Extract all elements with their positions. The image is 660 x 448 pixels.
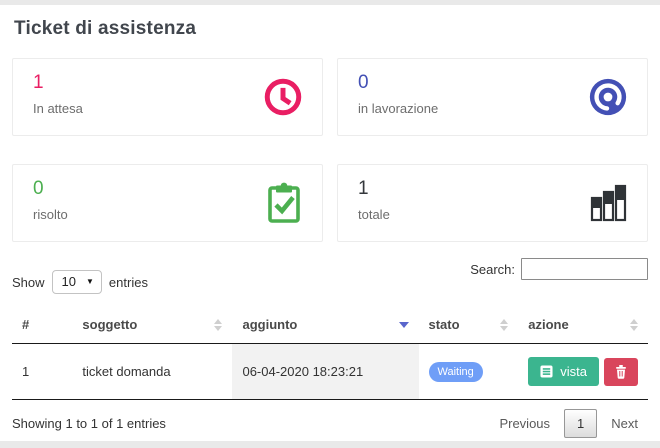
bar-chart-icon	[589, 183, 629, 223]
tickets-table: # soggetto aggiunto	[12, 308, 648, 400]
column-header-num[interactable]: #	[12, 308, 73, 344]
table-info: Showing 1 to 1 of 1 entries	[12, 416, 166, 431]
clock-icon	[262, 76, 304, 118]
column-header-azione-label: azione	[528, 317, 569, 332]
main-panel: Ticket di assistenza 1 In attesa 0 in la…	[12, 18, 648, 438]
card-totale: 1 totale	[337, 164, 648, 242]
status-badge: Waiting	[428, 361, 483, 382]
view-ticket-label: vista	[560, 364, 587, 379]
column-header-aggiunto-label: aggiunto	[242, 317, 298, 332]
card-in-attesa-value: 1	[33, 72, 44, 93]
card-in-attesa: 1 In attesa	[12, 58, 323, 136]
column-header-stato[interactable]: stato	[418, 308, 519, 344]
card-risolto-value: 0	[33, 178, 44, 199]
column-header-stato-label: stato	[428, 317, 460, 332]
list-icon	[540, 365, 553, 378]
current-page-button[interactable]: 1	[564, 409, 598, 438]
ticket-added-cell: 06-04-2020 18:23:21	[232, 343, 419, 400]
column-header-azione[interactable]: azione	[518, 308, 648, 344]
chevron-down-icon: ▼	[86, 277, 94, 286]
spinner-icon	[587, 76, 629, 118]
card-in-lavorazione-label: in lavorazione	[358, 101, 439, 116]
previous-page-button[interactable]: Previous	[499, 416, 551, 431]
sort-icons	[500, 318, 509, 331]
column-header-soggetto[interactable]: soggetto	[72, 308, 233, 344]
page-length-control: Show 10 ▼ entries	[12, 270, 148, 294]
next-page-button[interactable]: Next	[611, 416, 638, 431]
sort-icons	[630, 318, 638, 331]
trash-icon	[615, 364, 627, 379]
table-footer: Showing 1 to 1 of 1 entries Previous 1 N…	[12, 409, 648, 438]
table-controls: Show 10 ▼ entries Search:	[12, 256, 648, 294]
clipboard-check-icon	[264, 181, 304, 225]
card-in-lavorazione-value: 0	[358, 72, 369, 93]
card-totale-value: 1	[358, 178, 369, 199]
table-row: 1 ticket domanda 06-04-2020 18:23:21 Wai…	[12, 343, 648, 400]
entries-label: entries	[108, 274, 148, 290]
card-in-lavorazione: 0 in lavorazione	[337, 58, 648, 136]
card-risolto: 0 risolto	[12, 164, 323, 242]
sort-desc-icon	[398, 321, 409, 328]
show-label: Show	[12, 274, 45, 290]
column-header-num-label: #	[22, 317, 30, 332]
page-title: Ticket di assistenza	[14, 18, 197, 39]
search-control: Search:	[470, 258, 648, 280]
stat-cards: 1 In attesa 0 in lavorazione 0	[12, 58, 648, 242]
card-totale-label: totale	[358, 207, 390, 222]
page-top-edge	[0, 0, 660, 5]
card-risolto-label: risolto	[33, 207, 68, 222]
page-length-value: 10	[61, 274, 76, 289]
delete-ticket-button[interactable]	[604, 357, 638, 386]
search-input[interactable]	[521, 258, 648, 280]
search-label: Search:	[470, 261, 515, 277]
column-header-soggetto-label: soggetto	[82, 317, 138, 332]
ticket-actions-cell: vista	[518, 343, 648, 400]
view-ticket-button[interactable]: vista	[528, 357, 599, 386]
sort-icons	[214, 318, 223, 331]
pagination: Previous 1 Next	[489, 409, 648, 438]
ticket-number-cell: 1	[12, 343, 73, 400]
page-bottom-edge	[0, 441, 660, 448]
table-header-row: # soggetto aggiunto	[12, 308, 648, 344]
page-length-select[interactable]: 10 ▼	[51, 270, 102, 294]
ticket-status-cell: Waiting	[418, 343, 519, 400]
card-in-attesa-label: In attesa	[33, 101, 83, 116]
column-header-aggiunto[interactable]: aggiunto	[232, 308, 419, 344]
ticket-subject-cell: ticket domanda	[72, 343, 233, 400]
